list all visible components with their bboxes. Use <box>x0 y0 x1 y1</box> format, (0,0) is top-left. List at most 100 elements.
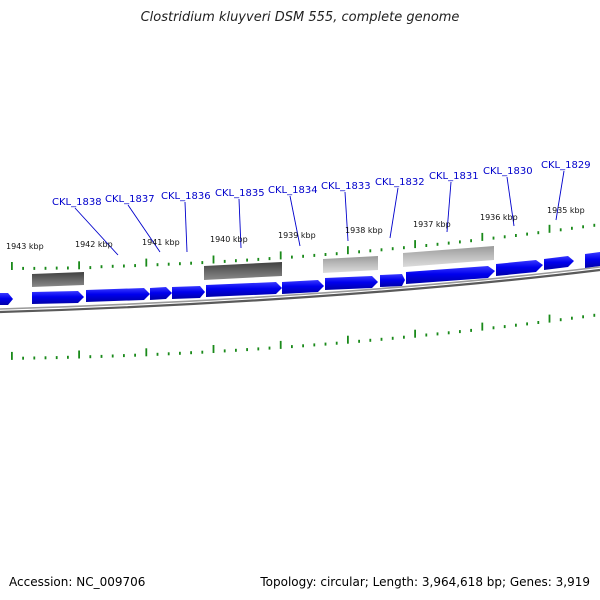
minor-tick <box>447 331 450 335</box>
major-tick <box>78 261 80 270</box>
upper-tick-track <box>11 223 596 270</box>
minor-tick <box>559 228 562 232</box>
gene-arrow <box>380 274 405 287</box>
leader-line <box>446 181 452 233</box>
gene-label[interactable]: CKL_1829 <box>541 160 591 171</box>
minor-tick <box>582 315 584 319</box>
minor-tick <box>100 354 103 358</box>
minor-tick <box>313 343 316 347</box>
gene-label[interactable]: CKL_1836 <box>161 191 211 202</box>
minor-tick <box>436 242 439 246</box>
minor-tick <box>167 262 170 266</box>
minor-tick <box>223 349 226 353</box>
gene-arrow <box>206 282 282 297</box>
major-tick <box>145 258 148 267</box>
gene-label[interactable]: CKL_1832 <box>375 177 425 188</box>
minor-tick <box>190 261 192 265</box>
major-tick <box>212 255 215 264</box>
map-title: Clostridium kluyveri DSM 555, complete g… <box>140 10 460 25</box>
gene-label[interactable]: CKL_1835 <box>215 188 265 199</box>
minor-tick <box>324 342 327 346</box>
minor-tick <box>571 316 573 320</box>
minor-tick <box>123 264 125 268</box>
major-tick <box>548 314 551 323</box>
gene-arrow <box>325 276 378 290</box>
minor-tick <box>246 258 248 262</box>
minor-tick <box>537 321 540 324</box>
minor-tick <box>22 356 24 360</box>
minor-tick <box>459 330 461 334</box>
minor-tick <box>67 355 69 359</box>
minor-tick <box>268 257 271 261</box>
gene-arrow <box>172 286 205 299</box>
minor-tick <box>492 326 495 330</box>
minor-tick <box>22 266 24 270</box>
gene-label[interactable]: CKL_1837 <box>105 194 155 205</box>
minor-tick <box>268 346 271 350</box>
major-tick <box>78 350 80 359</box>
leader-line <box>344 191 349 242</box>
minor-tick <box>470 239 472 243</box>
gene-arrow <box>150 287 172 300</box>
feature-block <box>323 256 378 273</box>
minor-tick <box>257 257 260 261</box>
minor-tick <box>403 246 405 250</box>
minor-tick <box>111 354 114 358</box>
gene-label[interactable]: CKL_1838 <box>52 197 102 208</box>
minor-tick <box>291 255 293 259</box>
gene-label[interactable]: CKL_1830 <box>483 166 533 177</box>
genome-backbone <box>0 268 600 314</box>
minor-tick <box>335 341 338 345</box>
gene-label[interactable]: CKL_1831 <box>429 171 479 182</box>
minor-tick <box>33 266 36 270</box>
major-tick <box>212 345 215 353</box>
minor-tick <box>526 322 528 326</box>
gene-arrow <box>585 252 600 268</box>
lower-tick-track <box>11 313 596 360</box>
gene-arrow <box>0 293 13 305</box>
gene-label[interactable]: CKL_1834 <box>268 185 318 196</box>
genome-summary: Topology: circular; Length: 3,964,618 bp… <box>260 575 590 589</box>
minor-tick <box>436 332 439 336</box>
gene-arrow <box>544 256 574 270</box>
leader-line <box>555 170 565 221</box>
leader-line <box>506 176 515 227</box>
major-tick <box>279 340 282 349</box>
minor-tick <box>156 352 159 356</box>
gene-label[interactable]: CKL_1833 <box>321 181 371 192</box>
minor-tick <box>559 318 562 322</box>
minor-tick <box>67 266 69 270</box>
kbp-label: 1939 kbp <box>278 231 316 240</box>
minor-tick <box>302 254 304 258</box>
minor-tick <box>179 351 181 355</box>
minor-tick <box>156 263 159 267</box>
kbp-label: 1943 kbp <box>6 242 44 251</box>
minor-tick <box>44 356 47 360</box>
feature-block <box>32 272 84 287</box>
genome-backbone-inner <box>0 266 600 310</box>
kbp-label: 1935 kbp <box>547 206 585 215</box>
major-tick <box>11 351 13 360</box>
kbp-label: 1937 kbp <box>413 220 451 229</box>
minor-tick <box>179 262 181 266</box>
gene-arrow <box>406 266 495 284</box>
minor-tick <box>425 244 428 247</box>
kbp-label: 1942 kbp <box>75 240 113 249</box>
gene-arrow <box>32 291 84 304</box>
minor-tick <box>571 226 573 230</box>
minor-tick <box>335 252 338 256</box>
minor-tick <box>358 250 360 254</box>
minor-tick <box>425 333 428 337</box>
major-tick <box>548 224 551 233</box>
gene-arrow <box>496 260 543 276</box>
major-tick <box>414 240 416 249</box>
minor-tick <box>492 236 495 240</box>
major-tick <box>481 232 484 241</box>
leader-line <box>238 198 242 249</box>
kbp-label: 1941 kbp <box>142 238 180 247</box>
leader-line <box>127 204 161 253</box>
minor-tick <box>358 339 360 343</box>
minor-tick <box>391 247 394 251</box>
minor-tick <box>503 235 506 239</box>
